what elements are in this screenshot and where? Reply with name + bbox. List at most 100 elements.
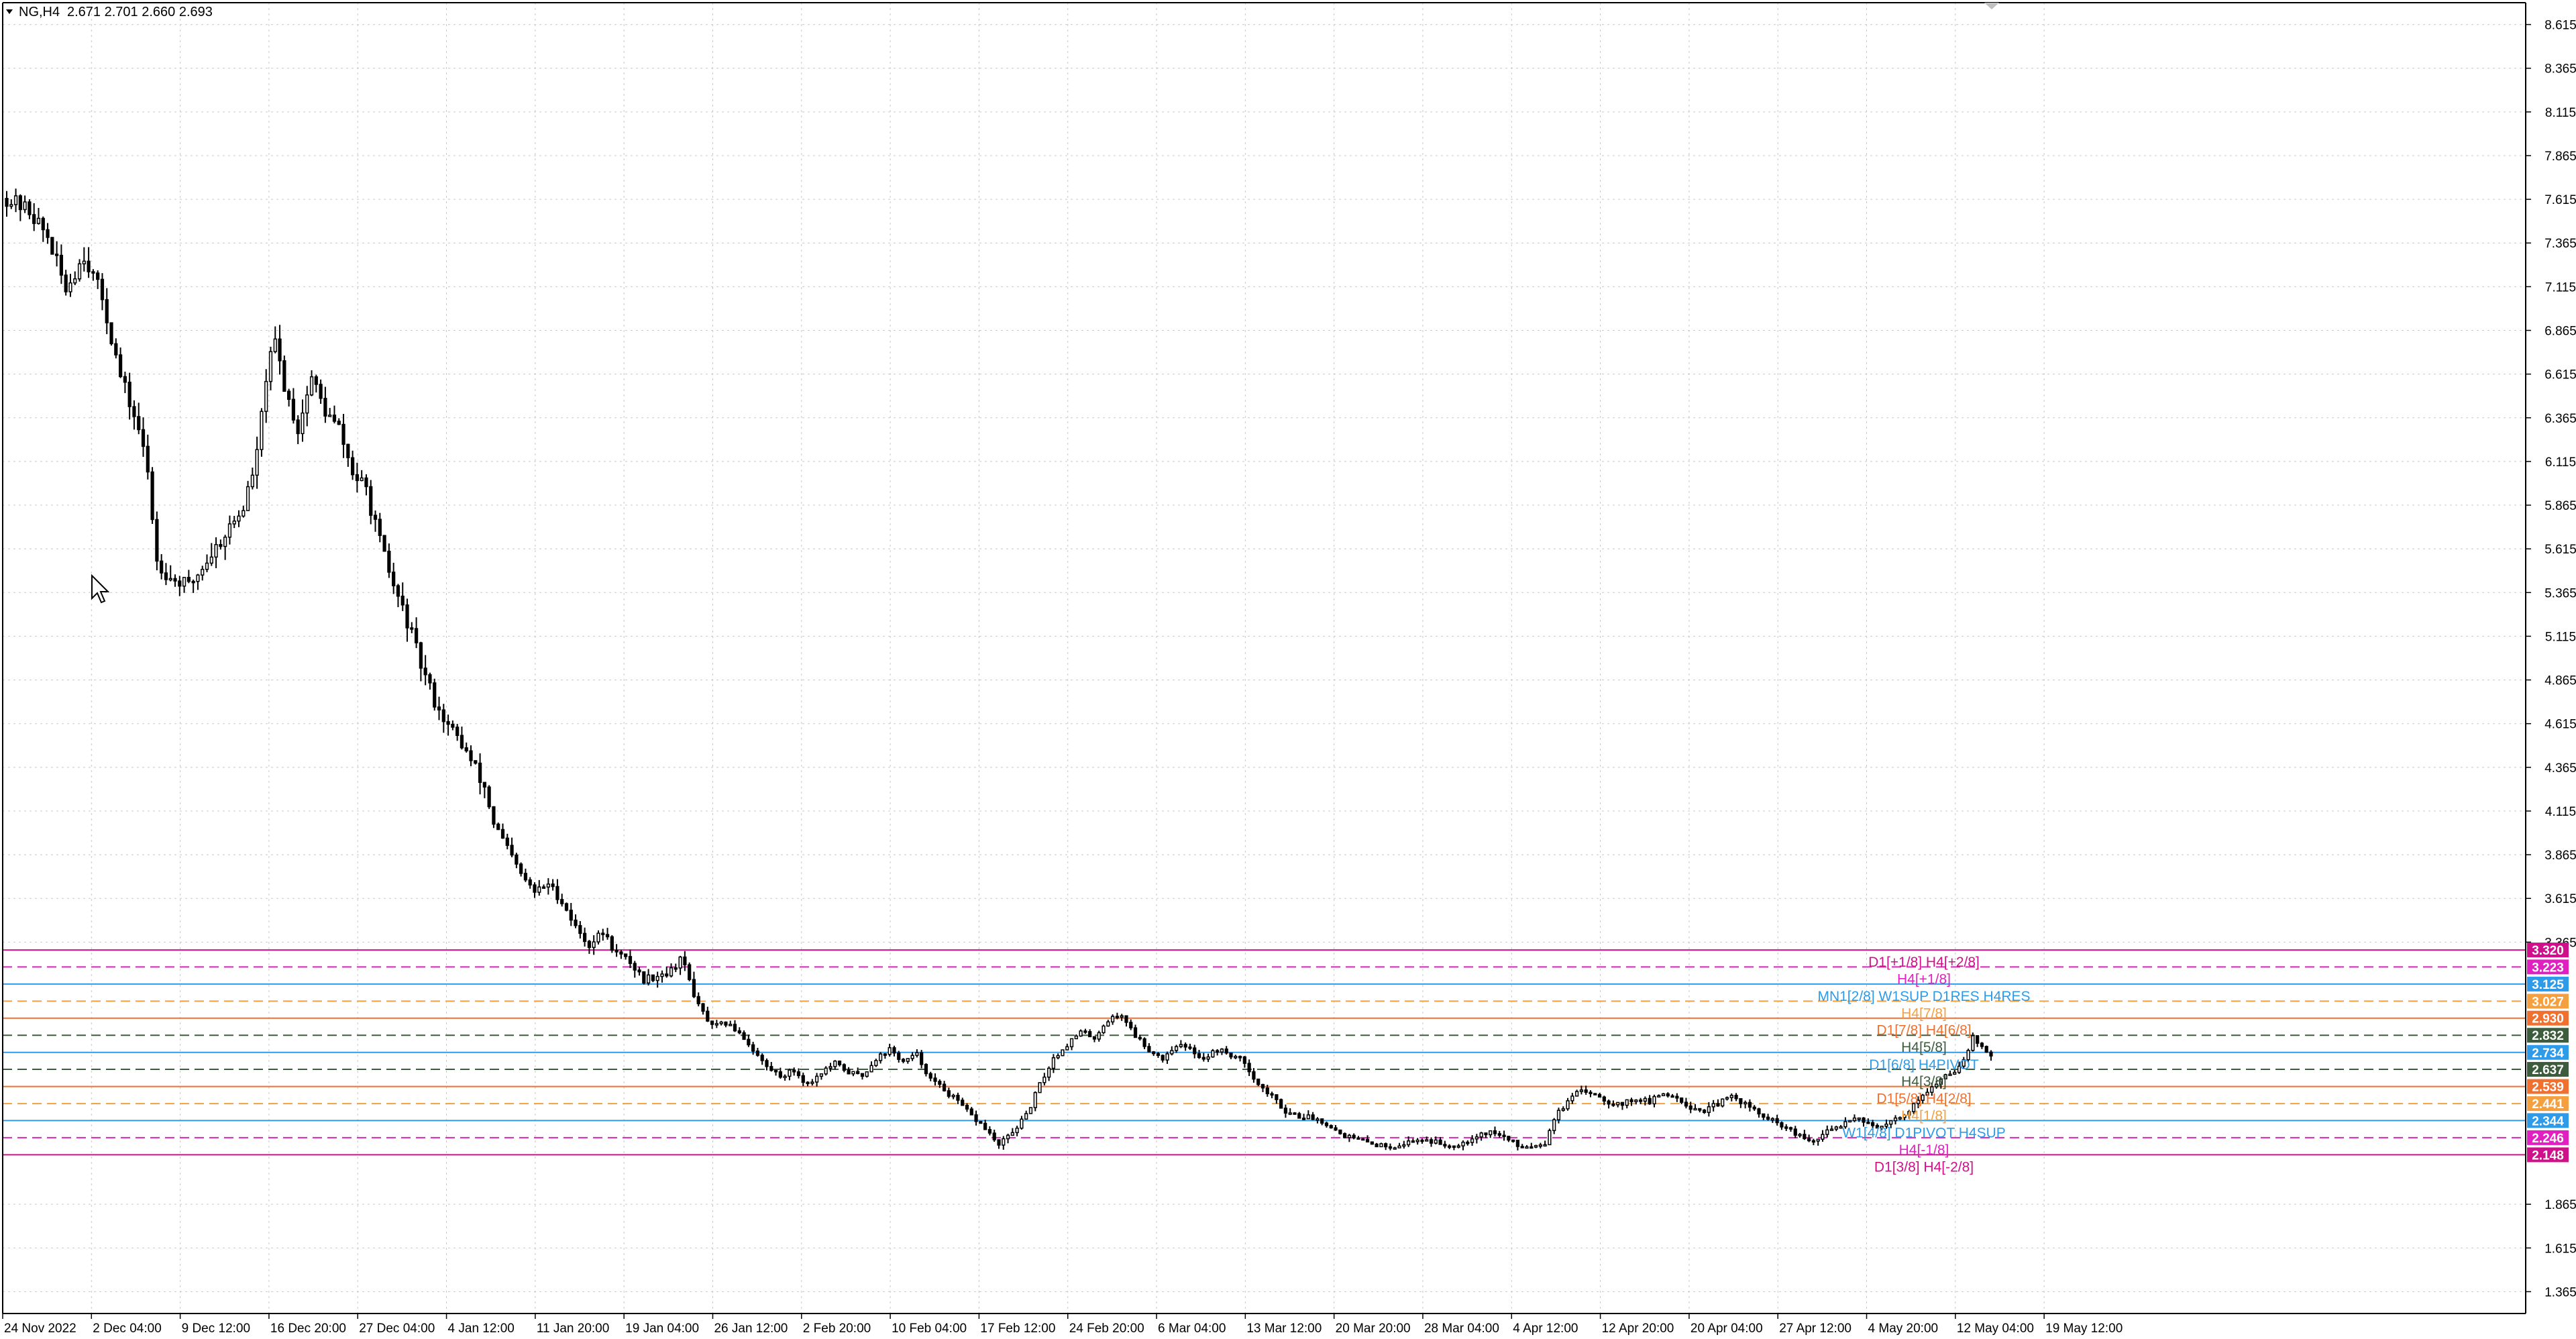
x-tick-label: 20 Apr 04:00 — [1690, 1322, 1763, 1336]
candle-body — [1902, 1114, 1907, 1118]
level-label: H4[+1/8] — [1897, 971, 1951, 987]
candle-body — [32, 214, 36, 224]
price-badge-label: 2.441 — [2532, 1097, 2564, 1112]
candle-body — [1097, 1032, 1101, 1040]
candle-body — [260, 411, 264, 450]
y-tick-label: 4.115 — [2545, 805, 2576, 819]
candle-body — [1821, 1134, 1825, 1140]
candle-body — [141, 429, 146, 447]
candle-body — [305, 394, 309, 414]
candle-body — [765, 1060, 769, 1067]
chart-shift-marker-icon[interactable] — [1984, 3, 1999, 9]
candle-body — [1038, 1082, 1042, 1093]
candle-body — [1725, 1097, 1729, 1100]
candle-body — [778, 1071, 782, 1078]
candle-body — [888, 1047, 892, 1055]
candle-body — [1329, 1125, 1333, 1128]
x-tick-label: 19 May 12:00 — [2045, 1322, 2123, 1336]
candle-body — [1242, 1056, 1246, 1064]
price-badge-label: 2.832 — [2532, 1029, 2564, 1043]
candle-body — [505, 837, 509, 846]
candle-body — [1925, 1091, 1929, 1096]
candle-body — [1739, 1097, 1743, 1105]
candle-body — [1265, 1087, 1269, 1095]
candle-body — [528, 879, 532, 886]
candle-body — [73, 278, 77, 284]
candle-body — [64, 274, 68, 292]
price-badge — [2527, 1010, 2569, 1026]
candle-body — [1916, 1100, 1921, 1104]
y-tick-label: 7.365 — [2544, 237, 2576, 251]
candle-body — [1684, 1102, 1688, 1107]
candle-body — [487, 786, 491, 808]
candle-body — [150, 471, 154, 521]
x-tick-label: 11 Jan 20:00 — [537, 1322, 609, 1336]
candle-body — [942, 1083, 947, 1091]
candle-body — [801, 1075, 805, 1083]
time-axis[interactable]: 24 Nov 2022 2 Dec 04:00 9 Dec 12:00 16 Dec … — [2, 1314, 2123, 1336]
candle-body — [1770, 1118, 1774, 1121]
candle-body — [1397, 1145, 1401, 1148]
candle-body — [688, 964, 692, 980]
y-tick-label: 6.865 — [2544, 325, 2576, 339]
candle-body — [1729, 1095, 1733, 1098]
x-tick-label: 24 Feb 20:00 — [1069, 1322, 1144, 1336]
candle-body — [1165, 1053, 1169, 1061]
candle-body — [1534, 1144, 1538, 1148]
candle-body — [127, 381, 131, 407]
y-tick-label: 4.365 — [2544, 761, 2576, 775]
candle-body — [1338, 1129, 1342, 1134]
y-tick-label: 6.365 — [2544, 412, 2576, 426]
level-label: H4[3/8] — [1901, 1074, 1947, 1089]
candle-body — [1793, 1128, 1797, 1136]
candle-body — [874, 1060, 878, 1067]
candle-body — [810, 1081, 814, 1084]
x-tick-label: 2 Dec 04:00 — [93, 1322, 161, 1336]
candle-body — [164, 572, 168, 580]
price-badge-label: 2.637 — [2532, 1063, 2564, 1077]
candle-body — [1452, 1145, 1456, 1148]
symbol-label: NG,H4 — [19, 5, 60, 19]
candle-body — [1502, 1134, 1506, 1137]
price-axis[interactable]: 8.615 8.365 8.115 7.865 7.615 7.365 7.115 6.865… — [2526, 19, 2576, 1300]
candle-body — [1515, 1140, 1520, 1147]
level-label: W1[4/8] D1PIVOT H4SUP — [1842, 1125, 2006, 1140]
candle-body — [1120, 1015, 1124, 1018]
candle-body — [1862, 1117, 1866, 1123]
candle-body — [9, 204, 13, 207]
candle-body — [1648, 1097, 1652, 1105]
candle-body — [332, 415, 337, 422]
candle-body — [155, 519, 159, 562]
candle-body — [1379, 1143, 1383, 1148]
candle-body — [997, 1139, 1001, 1146]
candle-body — [637, 969, 641, 973]
candle-body — [496, 823, 500, 831]
candle-body — [551, 883, 555, 888]
candle-body — [1520, 1146, 1524, 1148]
candle-body — [1816, 1138, 1820, 1142]
candle-body — [1283, 1108, 1288, 1114]
candle-body — [455, 727, 460, 737]
candle-body — [1930, 1086, 1934, 1093]
ohlc-readout: 2.671 2.701 2.660 2.693 — [67, 5, 213, 19]
candle-body — [268, 351, 273, 382]
candle-body — [1102, 1025, 1106, 1034]
candle-body — [674, 967, 678, 970]
candle-body — [1507, 1136, 1511, 1141]
price-badge — [2527, 1045, 2569, 1060]
candle-body — [1201, 1057, 1205, 1060]
candle-body — [178, 580, 182, 587]
candle-body — [1456, 1145, 1460, 1148]
level-label: D1[7/8] H4[6/8] — [1876, 1023, 1971, 1038]
candle-body — [1711, 1103, 1715, 1108]
candle-body — [773, 1069, 778, 1073]
level-label: D1[+1/8] H4[+2/8] — [1868, 955, 1980, 970]
candle-body — [319, 384, 323, 399]
candle-body — [1707, 1106, 1711, 1114]
chevron-down-icon[interactable] — [6, 9, 13, 14]
candle-body — [478, 762, 482, 784]
candles — [5, 189, 1993, 1150]
